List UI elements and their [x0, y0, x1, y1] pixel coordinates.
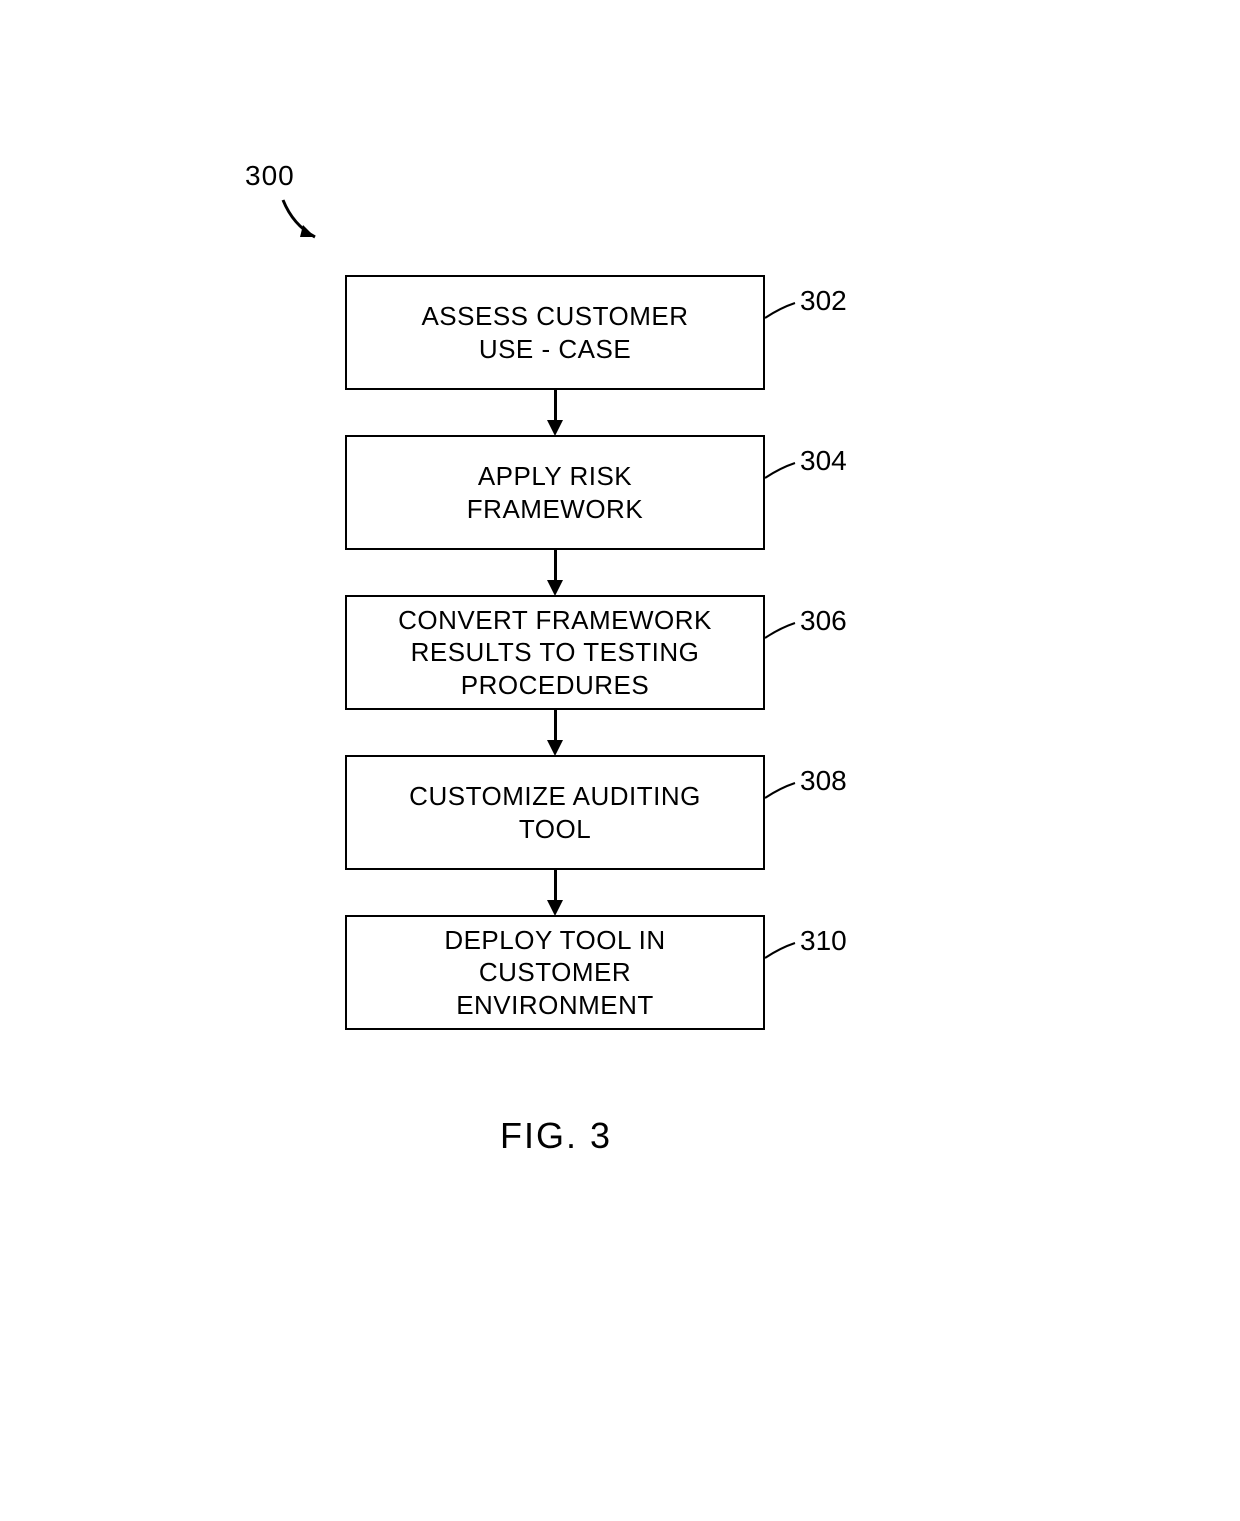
figure-caption: FIG. 3 — [500, 1115, 612, 1157]
leader-line-308 — [765, 780, 800, 805]
flowchart-diagram: 300 ASSESS CUSTOMER USE - CASE 302 APPLY… — [0, 0, 1240, 1521]
figure-reference-number: 300 — [245, 160, 295, 192]
reference-number-310: 310 — [800, 925, 847, 957]
box-text-308: CUSTOMIZE AUDITING TOOL — [409, 780, 701, 845]
connector-arrow-2 — [554, 550, 557, 582]
reference-number-308: 308 — [800, 765, 847, 797]
leader-line-302 — [765, 300, 800, 325]
leader-line-310 — [765, 940, 800, 965]
flowchart-box-304: APPLY RISK FRAMEWORK — [345, 435, 765, 550]
box-text-302: ASSESS CUSTOMER USE - CASE — [421, 300, 688, 365]
leader-line-306 — [765, 620, 800, 645]
reference-number-302: 302 — [800, 285, 847, 317]
flowchart-box-302: ASSESS CUSTOMER USE - CASE — [345, 275, 765, 390]
connector-arrow-4 — [554, 870, 557, 902]
flowchart-box-308: CUSTOMIZE AUDITING TOOL — [345, 755, 765, 870]
arrow-head-4 — [547, 900, 563, 916]
box-text-304: APPLY RISK FRAMEWORK — [467, 460, 643, 525]
flowchart-box-306: CONVERT FRAMEWORK RESULTS TO TESTING PRO… — [345, 595, 765, 710]
arrow-head-1 — [547, 420, 563, 436]
connector-arrow-3 — [554, 710, 557, 742]
arrow-head-2 — [547, 580, 563, 596]
arrow-head-3 — [547, 740, 563, 756]
reference-number-306: 306 — [800, 605, 847, 637]
flowchart-box-310: DEPLOY TOOL IN CUSTOMER ENVIRONMENT — [345, 915, 765, 1030]
figure-reference-arrow — [275, 195, 335, 250]
connector-arrow-1 — [554, 390, 557, 422]
box-text-306: CONVERT FRAMEWORK RESULTS TO TESTING PRO… — [367, 604, 743, 702]
reference-number-304: 304 — [800, 445, 847, 477]
box-text-310: DEPLOY TOOL IN CUSTOMER ENVIRONMENT — [367, 924, 743, 1022]
leader-line-304 — [765, 460, 800, 485]
